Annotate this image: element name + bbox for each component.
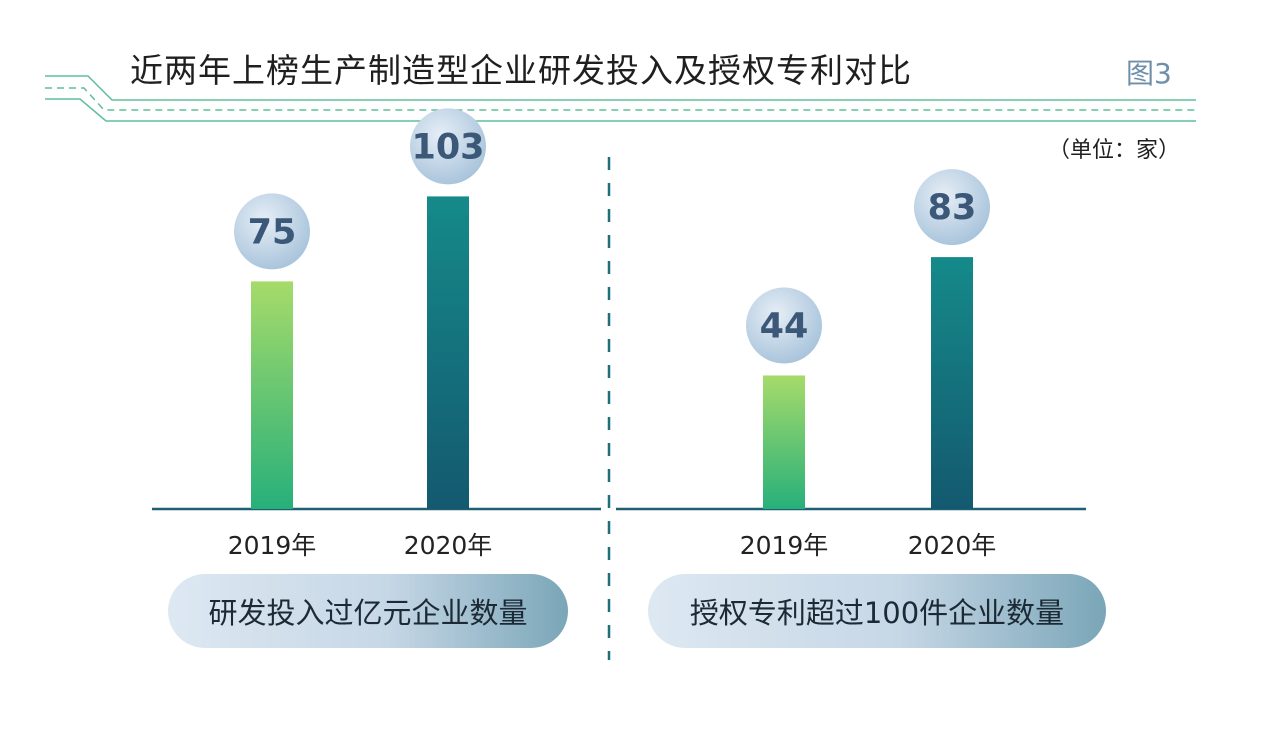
x-tick-label: 2020年: [404, 531, 493, 560]
bar-patent-2019年: [763, 375, 805, 509]
data-label: 103: [411, 127, 484, 167]
bar-patent-2020年: [931, 257, 973, 509]
header-line-bottom: [45, 98, 1196, 122]
value-bubble: [746, 287, 822, 364]
header-decoration: [45, 75, 1196, 122]
value-bubble: [410, 108, 486, 185]
x-tick-label: 2019年: [740, 531, 829, 560]
x-tick-label: 2019年: [228, 531, 317, 560]
data-label: 75: [248, 212, 297, 252]
value-bubble: [914, 169, 990, 246]
chart-title: 近两年上榜生产制造型企业研发投入及授权专利对比: [130, 51, 912, 90]
data-label: 44: [760, 306, 809, 346]
bar-rd-2019年: [251, 281, 293, 509]
value-bubble: [234, 193, 310, 270]
figure-label: 图3: [1126, 57, 1172, 90]
unit-label: （单位：家）: [1047, 138, 1180, 163]
header-line-inner: [45, 87, 1196, 111]
panel-label-left: 研发投入过亿元企业数量: [168, 574, 568, 648]
x-tick-label: 2020年: [908, 531, 997, 560]
chart-marks: 75 2019年 103 2020年 44 2019年 83 2020年: [228, 108, 997, 560]
panel-label-right: 授权专利超过100件企业数量: [648, 574, 1106, 648]
data-label: 83: [928, 188, 977, 228]
header-line-outer: [45, 75, 1196, 101]
bar-rd-2020年: [427, 196, 469, 509]
